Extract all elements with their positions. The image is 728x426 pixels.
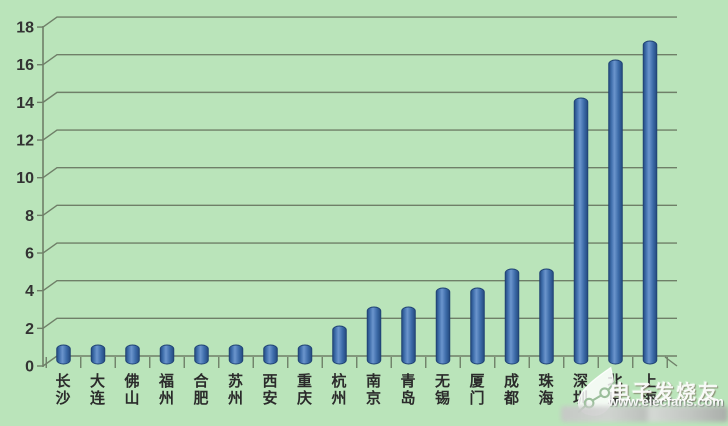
bar-重庆 (297, 344, 313, 365)
gridline (42, 167, 677, 179)
y-tick-label: 10 (16, 170, 34, 187)
y-tick-label: 16 (16, 57, 34, 74)
y-tick-label: 14 (16, 95, 34, 112)
y-tick-label: 2 (25, 321, 34, 338)
bar-北京 (608, 59, 623, 365)
watermark-url: www.elecfans.com (608, 394, 724, 409)
watermark-brand: 电子发烧友 (610, 382, 720, 404)
bar-无锡 (435, 287, 451, 365)
gridline (42, 16, 677, 28)
gridline (42, 279, 677, 292)
x-axis-ticks (45, 357, 668, 368)
y-tick-label: 4 (25, 283, 34, 300)
bar-南京 (366, 306, 382, 365)
bar-大连 (90, 344, 106, 365)
gridline (42, 54, 677, 66)
bar-福州 (159, 344, 175, 365)
bar-珠海 (539, 268, 554, 365)
y-tick-label: 6 (25, 246, 34, 263)
bar-上海 (642, 40, 658, 365)
blur-band (561, 406, 728, 422)
bar-佛山 (125, 344, 140, 365)
bars (56, 40, 658, 365)
bar-苏州 (228, 344, 244, 365)
gridline (42, 129, 677, 141)
gridline (42, 91, 677, 103)
bar-长沙 (56, 344, 71, 365)
watermark: 电子发烧友 www.elecfans.com (556, 360, 728, 416)
gridline (42, 204, 677, 216)
bar-厦门 (470, 287, 485, 365)
gridlines (37, 16, 677, 367)
bar-青岛 (401, 306, 416, 365)
gridline (42, 242, 677, 254)
y-tick-label: 12 (16, 133, 34, 150)
bar-西安 (263, 344, 278, 365)
bar-成都 (504, 268, 520, 365)
bar-深圳 (573, 97, 589, 365)
y-tick-label: 18 (16, 20, 34, 37)
bar-合肥 (194, 344, 209, 365)
y-tick-label: 8 (25, 208, 34, 225)
y-tick-label: 0 (25, 359, 34, 376)
bar-杭州 (332, 325, 347, 365)
